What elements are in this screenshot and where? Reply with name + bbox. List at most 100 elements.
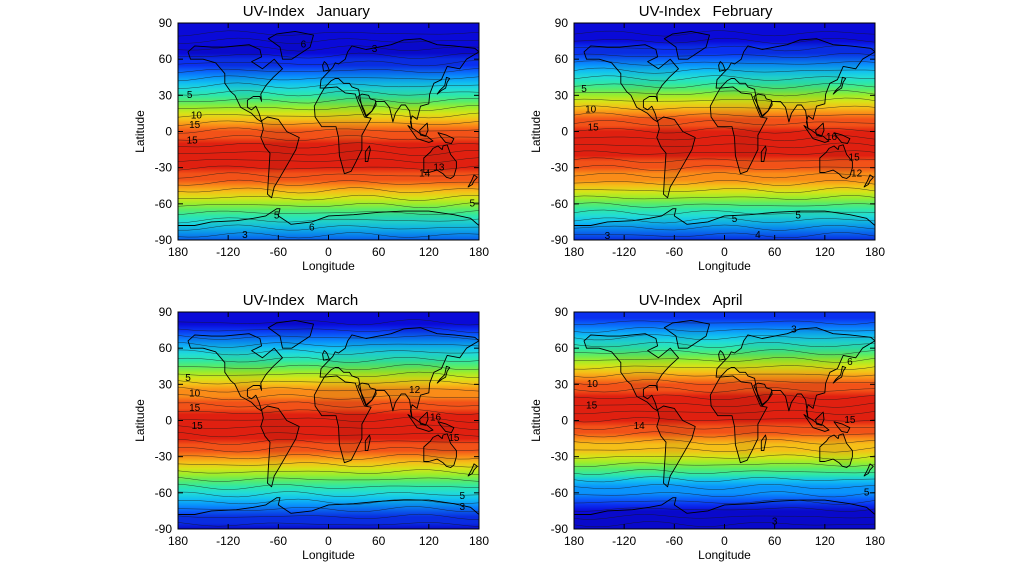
coastline-africa (709, 86, 768, 175)
contour-line (574, 53, 875, 58)
contour-label: 15 (189, 120, 201, 131)
x-tick-label: -120 (612, 534, 636, 548)
contour-line (574, 172, 875, 179)
contour-line (574, 30, 875, 37)
contour-label: 15 (849, 153, 861, 164)
x-tick-label: 180 (564, 534, 584, 548)
contour-line (178, 75, 479, 82)
panel-title-month: January (317, 3, 371, 20)
contour-line (178, 335, 479, 340)
y-tick-label: 90 (555, 16, 569, 30)
coastline-eurasia (319, 327, 479, 419)
contour-line (574, 334, 875, 341)
contour-line (178, 498, 479, 505)
coastline-greenland (663, 30, 710, 60)
coastline-new-zealand (467, 463, 478, 477)
contour-label: 4 (755, 230, 761, 241)
contour-label: 15 (448, 433, 460, 444)
panel-title-index: UV-Index (243, 3, 305, 20)
contour-line (178, 187, 479, 194)
coastline-north-america (583, 44, 679, 123)
coastline-australia (819, 144, 853, 179)
contour-line (574, 157, 875, 163)
x-tick-label: 60 (768, 534, 782, 548)
contour-line (178, 150, 479, 156)
coastline-arabia (357, 382, 377, 406)
y-axis: 90 60 30 0 -30 -60 -90 Latitude (133, 16, 479, 247)
x-tick-label: -120 (216, 245, 240, 259)
contour-line (574, 417, 875, 423)
coastline-africa (709, 375, 768, 464)
x-tick-label: 180 (469, 245, 489, 259)
contour-line (574, 514, 875, 520)
contour-line (178, 424, 479, 430)
contour-line (178, 52, 479, 59)
coastline-madagascar (364, 434, 371, 452)
y-tick-label: -90 (155, 522, 173, 536)
y-tick-label: -60 (551, 197, 569, 211)
contour-line (178, 157, 479, 164)
coastline-borneo-png (815, 411, 825, 426)
panel-title: UV-Index January (243, 3, 371, 20)
contour-line (178, 60, 479, 67)
panel-title-month: February (713, 3, 774, 20)
coastline-greenland (267, 319, 314, 349)
contour-label: 10 (191, 110, 203, 121)
y-tick-label: -60 (155, 197, 173, 211)
coastline-australia (819, 433, 853, 468)
contour-line (178, 179, 479, 186)
y-tick-label: -90 (551, 233, 569, 247)
contour-line (574, 439, 875, 445)
coastline-south-america (260, 116, 300, 199)
contour-line (574, 90, 875, 97)
contour-line (574, 164, 875, 171)
contour-label: 3 (605, 231, 611, 242)
contour-label: 5 (795, 211, 801, 222)
contour-line (574, 462, 875, 467)
coastline-madagascar (760, 434, 767, 452)
contour-line (574, 135, 875, 142)
contour-label: 14 (634, 421, 646, 432)
y-axis-label: Latitude (529, 110, 543, 153)
contour-line (574, 127, 875, 134)
coastline-eurasia (319, 38, 479, 130)
contour-line (178, 217, 479, 224)
coastline-japan (832, 365, 847, 384)
contour-line (574, 150, 875, 155)
x-tick-label: 60 (372, 534, 386, 548)
contour-labels: 5 10 15 16 15 12 5 5 3 4 5 (581, 84, 862, 242)
x-tick-label: -60 (270, 534, 288, 548)
contour-label: 5 (732, 214, 738, 225)
coastline-japan (436, 76, 451, 95)
coastline-eurasia (715, 38, 875, 130)
y-axis-label: Latitude (133, 399, 147, 442)
coastline-new-guinea (437, 421, 455, 434)
contour-label: 15 (187, 136, 199, 147)
x-axis-label: Longitude (302, 259, 355, 273)
coastline-borneo-png (419, 411, 429, 426)
coastline-new-guinea (833, 132, 851, 145)
coastline-madagascar (364, 145, 371, 163)
y-tick-label: 30 (555, 88, 569, 102)
coastline-arabia (753, 93, 773, 117)
contour-line (178, 371, 479, 378)
contour-line (178, 513, 479, 520)
x-tick-label: -60 (666, 245, 684, 259)
contour-line (574, 195, 875, 200)
contour-label: 15 (192, 421, 204, 432)
contour-label: 15 (844, 415, 856, 426)
contour-line (178, 431, 479, 438)
x-tick-label: 120 (815, 245, 835, 259)
panel-title: UV-Index March (243, 292, 358, 309)
contour-label: 10 (585, 104, 597, 115)
contour-label: 6 (301, 39, 307, 50)
y-tick-label: -30 (551, 450, 569, 464)
y-axis-label: Latitude (529, 399, 543, 442)
y-axis: 90 60 30 0 -30 -60 -90 Latitude (529, 305, 875, 536)
contour-line (178, 30, 479, 37)
contour-line (574, 180, 875, 186)
contour-label: 5 (185, 373, 191, 384)
y-tick-label: -90 (551, 522, 569, 536)
